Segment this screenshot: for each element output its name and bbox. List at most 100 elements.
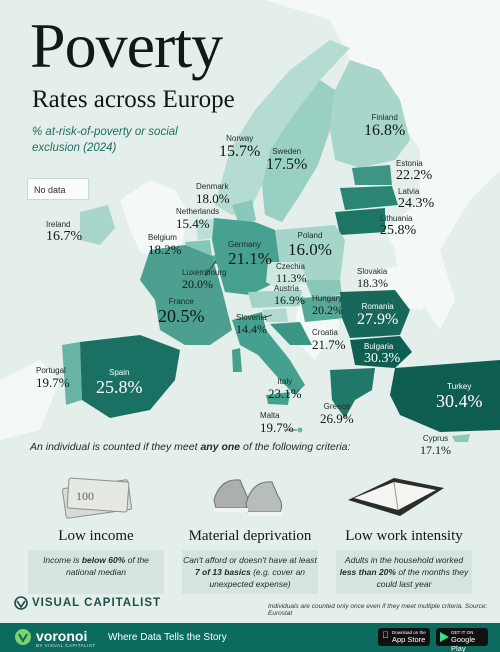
metric-label: % at-risk-of-poverty or social exclusion… bbox=[32, 126, 178, 154]
country-shape-estonia bbox=[352, 165, 392, 185]
country-value: 20.5% bbox=[158, 306, 205, 326]
desc-bold: below 60% bbox=[81, 555, 126, 565]
label-poland: Poland 16.0% bbox=[288, 231, 332, 260]
country-value: 20.0% bbox=[182, 277, 213, 291]
label-malta: Malta 19.7% bbox=[260, 411, 294, 436]
country-name: Hungary bbox=[312, 294, 343, 303]
google-play-button[interactable]: GET IT ON Google Play bbox=[436, 628, 488, 652]
svg-text:100: 100 bbox=[76, 489, 94, 503]
label-romania: Romania 27.9% bbox=[357, 302, 398, 329]
country-shape-croatia bbox=[270, 322, 312, 345]
country-value: 16.8% bbox=[364, 122, 406, 139]
country-value: 25.8% bbox=[380, 223, 417, 238]
country-shape-finland bbox=[330, 60, 410, 168]
cash-icon: 100 bbox=[62, 477, 132, 519]
country-value: 18.0% bbox=[196, 191, 230, 206]
app-store-button[interactable]:  Download on the App Store bbox=[378, 628, 430, 646]
voronoi-sub: BY VISUAL CAPITALIST bbox=[36, 643, 96, 648]
country-shape-sweden bbox=[262, 80, 335, 222]
criteria-intro: An individual is counted if they meet an… bbox=[30, 441, 350, 453]
label-france: France 20.5% bbox=[158, 297, 205, 327]
criteria-card-low-work-intensity: Low work intensity Adults in the househo… bbox=[330, 466, 478, 594]
country-name: Czechia bbox=[276, 262, 305, 271]
atlantic-islands bbox=[0, 360, 60, 440]
country-value: 11.3% bbox=[276, 271, 307, 285]
country-value: 27.9% bbox=[357, 311, 399, 328]
country-shape-netherlands bbox=[196, 218, 216, 240]
country-value: 15.4% bbox=[176, 216, 210, 231]
country-shape-sicily bbox=[266, 392, 290, 405]
country-name: Cyprus bbox=[422, 434, 449, 443]
visual-capitalist-logo-icon bbox=[14, 596, 28, 610]
criteria-intro-post: of the following criteria: bbox=[240, 441, 351, 453]
country-name: Estonia bbox=[396, 159, 423, 168]
desc-part: Income is bbox=[43, 555, 82, 565]
label-czechia: Czechia 11.3% bbox=[276, 262, 307, 286]
country-name: Spain bbox=[109, 368, 130, 377]
desc-part: of the national median bbox=[65, 555, 149, 577]
country-name: Finland bbox=[371, 113, 398, 122]
country-name: Austria bbox=[274, 284, 299, 293]
google-play-label: Google Play bbox=[451, 635, 476, 652]
country-name: Greece bbox=[323, 402, 350, 411]
voronoi-logo-icon bbox=[15, 629, 31, 645]
country-shape-austria bbox=[248, 290, 302, 308]
app-store-small: Download on the bbox=[392, 630, 426, 635]
country-name: Portugal bbox=[36, 366, 66, 375]
country-shape-ireland bbox=[80, 205, 115, 245]
desc-part: (e.g. cover an unexpected expense) bbox=[209, 567, 306, 589]
app-store-label: App Store bbox=[392, 635, 426, 644]
country-name: Malta bbox=[260, 411, 280, 420]
voronoi-brand[interactable]: voronoi bbox=[36, 628, 88, 644]
card-title: Material deprivation bbox=[188, 528, 312, 544]
desc-bold: 7 of 13 basics bbox=[194, 567, 251, 577]
country-shape-romania bbox=[340, 290, 410, 338]
criteria-intro-bold: any one bbox=[200, 441, 241, 453]
pointer-slovenia bbox=[261, 314, 273, 319]
country-shape-spain bbox=[80, 335, 180, 418]
label-finland: Finland 16.8% bbox=[364, 113, 405, 140]
country-name: Romania bbox=[361, 302, 394, 311]
country-shape-norway bbox=[215, 40, 350, 215]
country-name: Slovenia bbox=[236, 313, 267, 322]
country-shape-turkey bbox=[390, 360, 500, 432]
country-value: 17.5% bbox=[266, 156, 308, 173]
label-norway: Norway 15.7% bbox=[219, 134, 260, 161]
country-shape-lithuania bbox=[335, 208, 385, 235]
country-name: Denmark bbox=[196, 182, 229, 191]
label-slovenia: Slovenia 14.4% bbox=[236, 313, 267, 337]
desc-part: Can't afford or doesn't have at least bbox=[183, 555, 317, 565]
country-value: 17.1% bbox=[420, 443, 451, 457]
country-name: Sweden bbox=[272, 147, 302, 156]
label-cyprus: Cyprus 17.1% bbox=[420, 434, 451, 458]
label-slovakia: Slovakia 18.3% bbox=[357, 267, 388, 291]
legend-no-data: No data bbox=[27, 178, 89, 200]
country-name: Norway bbox=[226, 134, 254, 143]
card-title: Low income bbox=[58, 528, 134, 544]
criteria-card-low-income: 100 Low income Income is below 60% of th… bbox=[22, 466, 170, 594]
card-title: Low work intensity bbox=[345, 528, 463, 544]
criteria-card-material-deprivation: Material deprivation Can't afford or doe… bbox=[176, 466, 324, 594]
country-shape-latvia bbox=[340, 186, 398, 210]
desc-bold: less than 20% bbox=[339, 567, 396, 577]
label-estonia: Estonia 22.2% bbox=[396, 159, 432, 184]
country-value: 21.1% bbox=[228, 249, 272, 268]
country-shape-slovakia bbox=[305, 280, 342, 298]
label-luxembourg: Luxembourg 20.0% bbox=[182, 268, 226, 292]
country-name: Latvia bbox=[398, 187, 420, 196]
card-description: Adults in the household worked less than… bbox=[336, 550, 472, 594]
country-shape-portugal bbox=[62, 342, 82, 405]
country-shape-bulgaria bbox=[350, 336, 412, 368]
pointer-luxembourg bbox=[204, 260, 217, 277]
label-croatia: Croatia 21.7% bbox=[312, 328, 346, 353]
label-turkey: Turkey 30.4% bbox=[436, 382, 483, 412]
apple-icon:  bbox=[382, 631, 389, 640]
country-shape-slovenia bbox=[262, 308, 288, 322]
label-italy: Italy 23.1% bbox=[268, 377, 302, 402]
tagline: Where Data Tells the Story bbox=[108, 632, 227, 643]
visual-capitalist-brand[interactable]: VISUAL CAPITALIST bbox=[32, 597, 162, 609]
country-value: 23.1% bbox=[268, 386, 302, 401]
country-name: France bbox=[168, 297, 194, 306]
country-name: Belgium bbox=[148, 233, 177, 242]
